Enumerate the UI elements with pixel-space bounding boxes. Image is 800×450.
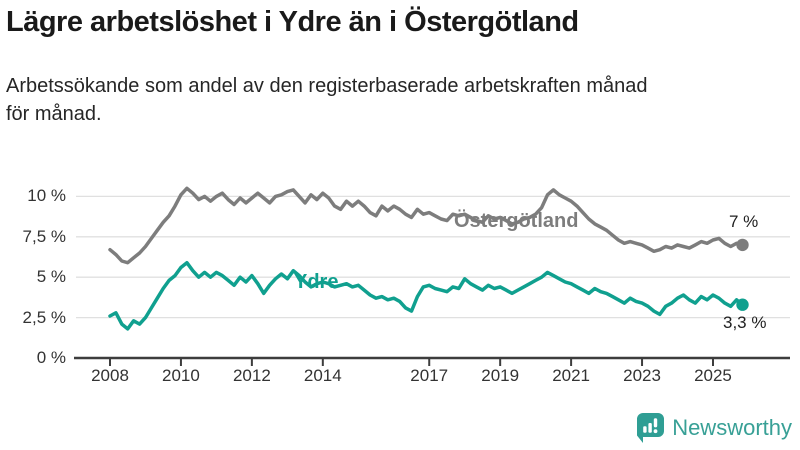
x-axis-tick-label: 2023 xyxy=(623,366,661,385)
chart-subtitle-line2: för månad. xyxy=(6,103,102,125)
y-axis-tick-label: 7,5 % xyxy=(22,226,66,246)
chart-subtitle-line1: Arbetssökande som andel av den registerb… xyxy=(6,75,648,97)
series-label-ostergotland: Östergötland xyxy=(454,210,579,232)
newsworthy-logo-icon xyxy=(637,413,665,443)
y-axis-tick-label: 5 % xyxy=(36,267,66,287)
x-axis-tick-label: 2017 xyxy=(410,366,449,385)
series-end-dot-ostergotland xyxy=(736,238,749,252)
x-axis-tick-label: 2012 xyxy=(232,366,271,385)
brand-footer[interactable]: Newsworthy xyxy=(636,412,792,444)
y-axis-tick-label: 2,5 % xyxy=(22,307,66,327)
end-value-label-ostergotland: 7 % xyxy=(729,212,759,231)
x-axis-tick-label: 2025 xyxy=(694,366,732,385)
x-axis-tick-label: 2021 xyxy=(552,366,591,385)
series-line-ostergotland xyxy=(108,186,745,265)
x-axis-tick-label: 2014 xyxy=(303,366,342,385)
series-end-dot-ydre xyxy=(736,298,749,311)
y-axis-tick-label: 10 % xyxy=(27,186,66,206)
end-value-label-ydre: 3,3 % xyxy=(723,313,767,332)
brand-wordmark: Newsworthy xyxy=(672,415,792,440)
x-axis-tick-label: 2019 xyxy=(481,366,520,385)
y-axis-tick-label: 0 % xyxy=(36,348,66,367)
x-axis-tick-label: 2010 xyxy=(162,366,200,385)
chart-subtitle: Arbetssökande som andel av den registerb… xyxy=(6,72,648,128)
series-line-ydre xyxy=(108,260,745,331)
series-label-ydre: Ydre xyxy=(294,271,339,293)
chart-title: Lägre arbetslöshet i Ydre än i Östergötl… xyxy=(6,6,579,38)
x-axis-tick-label: 2008 xyxy=(91,366,129,385)
